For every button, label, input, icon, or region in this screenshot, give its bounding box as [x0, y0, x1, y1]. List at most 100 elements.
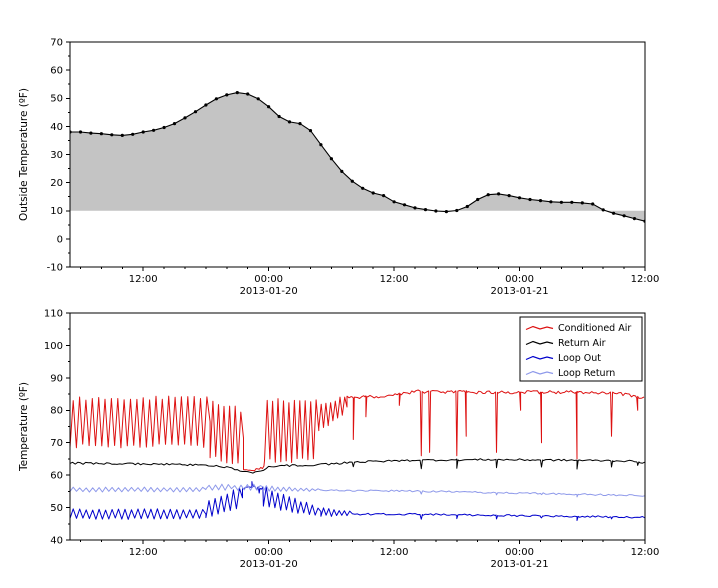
data-point-marker — [413, 206, 417, 210]
y-tick-label: 90 — [50, 373, 63, 384]
y-tick-label: -10 — [47, 262, 63, 273]
data-point-marker — [193, 110, 198, 114]
legend-label: Conditioned Air — [558, 323, 631, 334]
data-point-marker — [329, 157, 333, 161]
data-point-marker — [549, 200, 553, 204]
x-tick-label: 12:00 — [631, 547, 660, 558]
data-point-marker — [486, 193, 490, 197]
data-point-marker — [162, 125, 166, 130]
data-point-marker — [632, 217, 637, 221]
x-date-label: 2013-01-20 — [240, 286, 298, 297]
data-point-marker — [172, 122, 177, 126]
y-tick-label: 40 — [50, 122, 63, 133]
legend-line-sample — [525, 325, 554, 331]
x-tick-label: 12:00 — [380, 274, 409, 285]
y-tick-label: 30 — [50, 150, 63, 161]
legend: Conditioned Air Return Air Loop Out Loop Re… — [519, 316, 643, 382]
legend-label: Loop Out — [558, 353, 601, 364]
legend-line-sample — [525, 370, 554, 376]
data-point-marker — [444, 210, 448, 214]
x-date-label: 2013-01-21 — [490, 559, 548, 570]
data-point-marker — [99, 132, 103, 136]
series-line-conditioned-air — [70, 389, 645, 472]
data-point-marker — [141, 130, 145, 134]
x-tick-label: 12:00 — [129, 274, 158, 285]
data-point-marker — [392, 200, 396, 204]
legend-label: Loop Return — [558, 368, 615, 379]
data-point-marker — [89, 131, 93, 135]
data-point-marker — [601, 208, 605, 212]
data-point-marker — [476, 197, 480, 202]
data-point-marker — [204, 103, 208, 107]
data-point-marker — [308, 129, 313, 133]
data-point-marker — [225, 93, 229, 97]
x-tick-label: 12:00 — [631, 274, 660, 285]
data-point-marker — [319, 143, 323, 147]
data-point-marker — [110, 133, 114, 137]
y-axis-label: Temperature (ºF) — [18, 382, 30, 472]
x-date-label: 2013-01-20 — [240, 559, 298, 570]
series-line-loop-return — [70, 483, 645, 498]
plot-area — [70, 389, 645, 521]
series-line-return-air — [70, 458, 645, 474]
data-point-marker — [152, 128, 156, 132]
data-point-marker — [298, 122, 302, 126]
y-tick-label: 50 — [50, 503, 63, 514]
data-point-marker — [256, 97, 260, 101]
plot-area — [70, 91, 645, 223]
data-point-marker — [559, 200, 564, 204]
data-point-marker — [235, 91, 239, 95]
data-point-marker — [382, 194, 386, 198]
data-point-marker — [371, 191, 375, 195]
x-date-label: 2013-01-21 — [490, 286, 548, 297]
y-tick-label: 60 — [50, 471, 63, 482]
y-tick-label: 50 — [50, 94, 63, 105]
y-tick-label: 10 — [50, 206, 63, 217]
y-tick-label: 0 — [57, 234, 63, 245]
y-tick-label: 60 — [50, 66, 63, 77]
series-line-loop-out — [70, 481, 645, 521]
data-point-marker — [622, 214, 626, 218]
data-point-marker — [591, 202, 595, 206]
data-point-marker — [402, 203, 407, 207]
x-tick-label: 00:00 — [254, 274, 283, 285]
y-axis-label: Outside Temperature (ºF) — [18, 88, 30, 221]
legend-line-sample — [525, 340, 554, 346]
y-tick-label: 110 — [44, 308, 63, 319]
data-point-marker — [214, 97, 218, 101]
legend-line-sample — [525, 355, 554, 361]
y-tick-label: 20 — [50, 178, 63, 189]
y-tick-label: 100 — [44, 341, 63, 352]
data-point-marker — [267, 105, 271, 109]
data-point-marker — [517, 196, 522, 200]
data-point-marker — [361, 186, 365, 190]
y-tick-label: 40 — [50, 535, 63, 546]
data-point-marker — [570, 200, 574, 204]
x-tick-label: 12:00 — [380, 547, 409, 558]
data-point-marker — [538, 199, 543, 203]
legend-box — [519, 316, 643, 382]
data-point-marker — [497, 192, 501, 196]
x-tick-label: 00:00 — [254, 547, 283, 558]
outside-temp-line — [70, 92, 645, 222]
data-point-marker — [350, 179, 354, 183]
data-point-marker — [507, 194, 511, 198]
data-point-marker — [465, 204, 469, 209]
y-tick-label: 80 — [50, 406, 63, 417]
y-tick-label: 70 — [50, 37, 63, 48]
data-point-marker — [455, 208, 459, 213]
x-tick-label: 00:00 — [505, 547, 534, 558]
data-point-marker — [434, 209, 438, 213]
data-point-marker — [183, 116, 187, 120]
data-point-marker — [78, 130, 83, 134]
y-tick-label: 70 — [50, 438, 63, 449]
legend-label: Return Air — [558, 338, 606, 349]
data-point-marker — [612, 211, 616, 215]
data-point-marker — [120, 133, 124, 137]
data-point-marker — [423, 208, 428, 212]
data-point-marker — [528, 197, 532, 202]
